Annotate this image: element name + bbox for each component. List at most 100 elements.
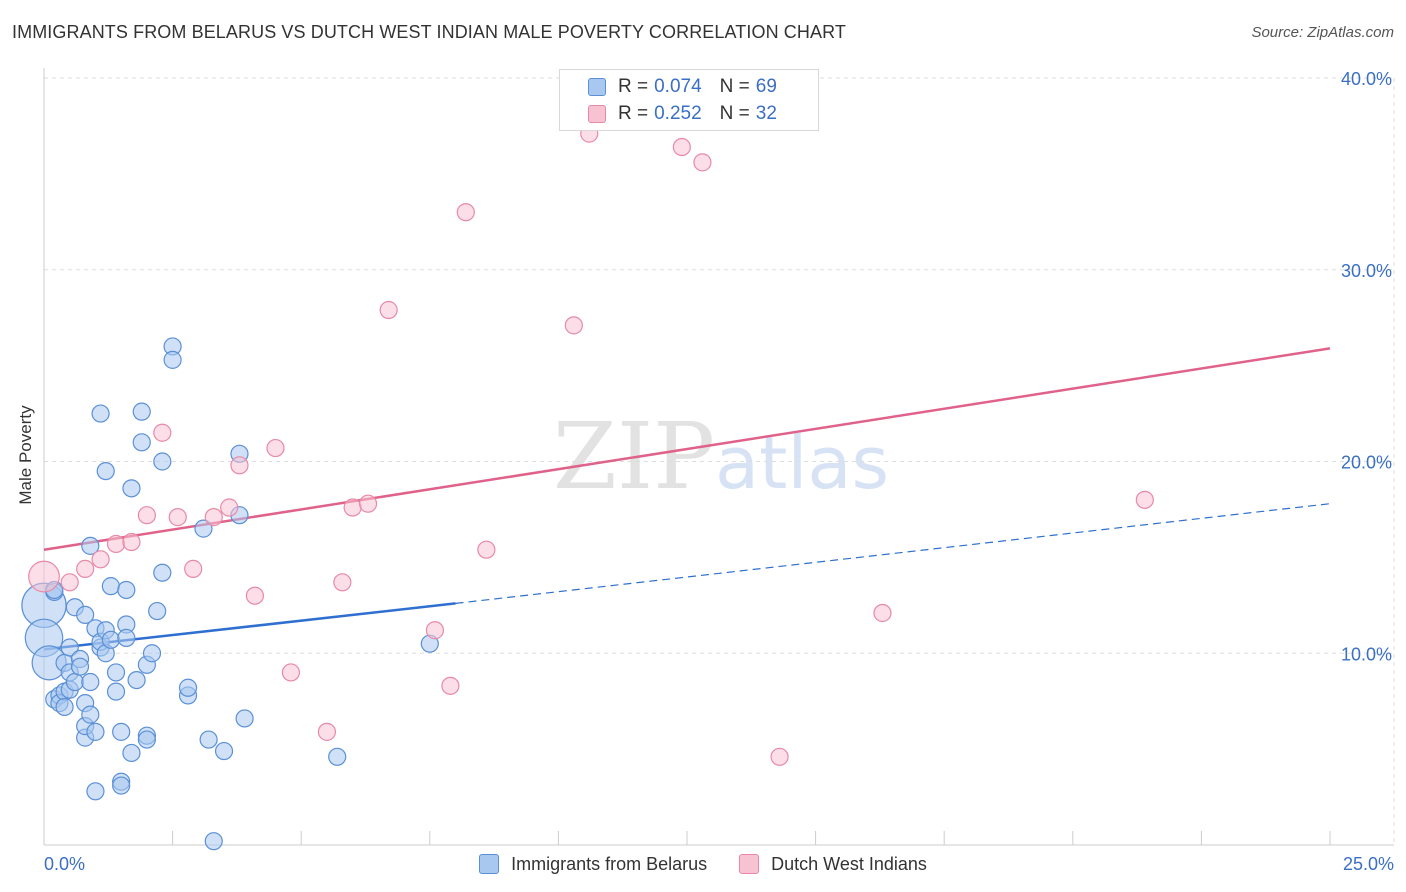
data-point-belarus	[194, 519, 213, 538]
chart-title: IMMIGRANTS FROM BELARUS VS DUTCH WEST IN…	[12, 22, 846, 42]
data-point-belarus	[91, 404, 110, 423]
series-legend: Immigrants from Belarus Dutch West India…	[0, 852, 1406, 876]
data-point-dutch-west-indians	[477, 540, 496, 559]
data-point-belarus	[178, 678, 198, 697]
legend-r-label: R =	[618, 76, 649, 97]
data-point-belarus	[163, 350, 182, 369]
data-point-dutch-west-indians	[379, 300, 398, 320]
data-point-belarus	[153, 563, 172, 582]
legend-label: Immigrants from Belarus	[511, 853, 708, 874]
data-point-belarus	[55, 697, 74, 717]
y-tick-label: 40.0%	[1341, 69, 1392, 89]
data-point-belarus	[328, 747, 347, 766]
data-point-dutch-west-indians	[425, 621, 445, 640]
watermark-atlas: atlas	[715, 421, 889, 505]
data-point-dutch-west-indians	[106, 534, 126, 554]
y-tick-labels: 10.0% 20.0% 30.0% 40.0%	[1341, 69, 1392, 664]
data-point-dutch-west-indians	[245, 586, 265, 605]
data-point-belarus	[204, 832, 223, 851]
watermark: ZIP atlas	[553, 403, 889, 510]
legend-row-belarus: R = 0.074 N = 69	[588, 75, 777, 99]
data-point-dutch-west-indians	[1135, 490, 1154, 509]
data-point-dutch-west-indians	[281, 663, 301, 682]
data-point-dutch-west-indians	[28, 560, 60, 593]
data-point-belarus	[122, 479, 141, 498]
data-point-dutch-west-indians	[184, 559, 203, 578]
legend-swatch-pink	[739, 854, 760, 874]
legend-r-value: 0.074	[654, 76, 702, 97]
legend-item-belarus[interactable]: Immigrants from Belarus	[479, 854, 707, 875]
trend-line-belarus-extrapolated	[455, 503, 1331, 604]
data-point-dutch-west-indians	[441, 676, 460, 695]
legend-item-dutch-west-indians[interactable]: Dutch West Indians	[739, 854, 927, 875]
data-point-belarus	[106, 682, 126, 701]
y-axis-label: Male Poverty	[16, 405, 35, 505]
data-point-belarus	[65, 672, 84, 692]
series-dutch-west-indians	[28, 124, 1154, 766]
data-point-belarus	[153, 452, 172, 471]
data-point-belarus	[70, 657, 90, 676]
data-point-belarus	[81, 705, 100, 724]
data-point-belarus	[86, 722, 105, 741]
legend-row-dutch-west-indians: R = 0.252 N = 32	[588, 102, 777, 126]
data-point-dutch-west-indians	[137, 506, 156, 525]
series-belarus	[21, 337, 439, 851]
data-point-dutch-west-indians	[168, 508, 187, 527]
data-point-dutch-west-indians	[91, 550, 110, 569]
data-point-belarus	[122, 743, 141, 763]
data-point-belarus	[199, 730, 218, 749]
data-point-dutch-west-indians	[873, 603, 892, 623]
legend-n-label: N =	[719, 103, 750, 124]
data-point-belarus	[101, 577, 120, 596]
data-point-belarus	[81, 536, 100, 555]
x-tick-label-min: 0.0%	[44, 854, 85, 874]
y-tick-label: 20.0%	[1341, 453, 1392, 473]
legend-n-label: N =	[719, 76, 750, 97]
data-point-dutch-west-indians	[456, 203, 475, 222]
legend-swatch-blue	[588, 78, 606, 96]
data-point-dutch-west-indians	[343, 498, 362, 517]
data-point-dutch-west-indians	[564, 316, 583, 335]
data-point-dutch-west-indians	[220, 498, 239, 517]
data-point-belarus	[76, 605, 95, 625]
data-point-dutch-west-indians	[60, 573, 79, 592]
data-point-belarus	[214, 741, 234, 761]
legend-r-value: 0.252	[654, 103, 702, 124]
data-point-belarus	[81, 672, 100, 692]
data-point-belarus	[106, 663, 126, 682]
data-point-dutch-west-indians	[317, 722, 337, 741]
data-point-dutch-west-indians	[358, 494, 378, 513]
data-point-belarus	[235, 709, 254, 728]
source-label: Source: ZipAtlas.com	[1251, 24, 1394, 41]
data-point-dutch-west-indians	[266, 438, 285, 458]
data-point-belarus	[112, 722, 131, 741]
data-point-belarus	[127, 670, 146, 690]
data-point-belarus	[86, 782, 105, 801]
legend-swatch-pink	[588, 105, 606, 123]
data-point-dutch-west-indians	[122, 532, 141, 552]
data-point-belarus	[142, 644, 162, 663]
data-point-belarus	[101, 630, 120, 649]
legend-n-value: 32	[755, 103, 777, 124]
x-tick-label-max: 25.0%	[1343, 854, 1394, 874]
data-point-belarus	[132, 402, 151, 421]
axes	[43, 68, 1394, 846]
data-point-belarus	[117, 628, 136, 648]
legend-r-label: R =	[618, 103, 649, 124]
data-point-belarus	[132, 433, 151, 452]
data-point-belarus	[60, 638, 79, 657]
legend-label: Dutch West Indians	[771, 853, 927, 874]
data-point-belarus	[148, 601, 167, 621]
data-point-belarus	[137, 730, 156, 749]
legend-n-value: 69	[755, 76, 777, 97]
data-point-dutch-west-indians	[672, 137, 691, 157]
x-tick-labels: 0.0% 25.0%	[44, 854, 1394, 874]
correlation-legend: R = 0.074 N = 69 R = 0.252 N = 32	[559, 69, 819, 131]
data-point-belarus	[117, 580, 136, 600]
data-point-dutch-west-indians	[693, 153, 712, 172]
data-point-belarus	[96, 461, 115, 481]
data-point-dutch-west-indians	[76, 559, 95, 578]
data-point-belarus	[112, 776, 131, 795]
data-point-dutch-west-indians	[230, 456, 249, 475]
